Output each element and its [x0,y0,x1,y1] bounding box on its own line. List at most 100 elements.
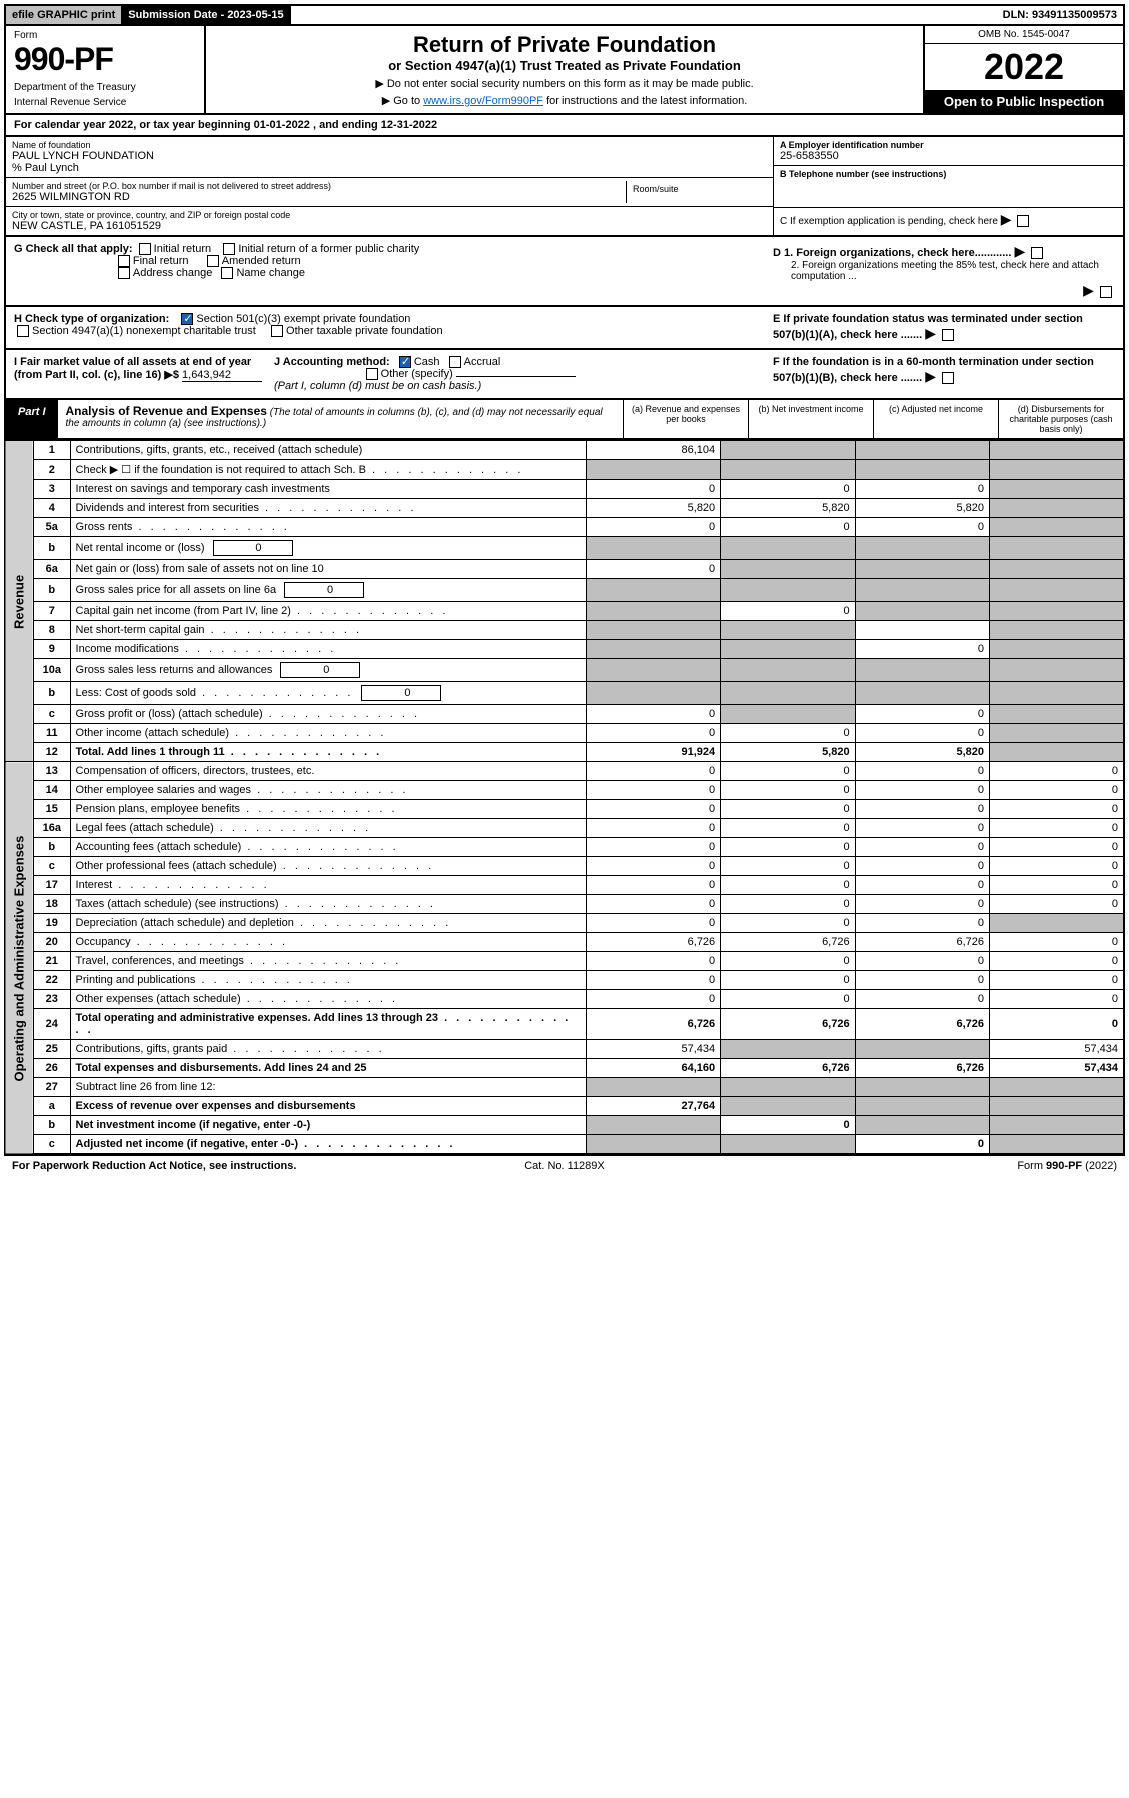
cell-c [855,602,989,621]
cell-a [586,602,720,621]
cell-a: 0 [586,781,720,800]
cell-a: 6,726 [586,933,720,952]
c-checkbox[interactable] [1017,215,1029,227]
part1-badge: Part I [6,400,58,438]
g-amended-chk[interactable] [207,255,219,267]
table-row: 19Depreciation (attach schedule) and dep… [5,914,1124,933]
table-row: 20Occupancy6,7266,7266,7260 [5,933,1124,952]
h-other-chk[interactable] [271,325,283,337]
street-address: 2625 WILMINGTON RD [12,191,626,203]
cell-c: 0 [855,876,989,895]
row-label: Capital gain net income (from Part IV, l… [70,602,586,621]
row-num: 12 [33,743,70,762]
name-label: Name of foundation [12,140,767,150]
h-501c3-chk[interactable] [181,313,193,325]
j-other-chk[interactable] [366,368,378,380]
row-label: Total operating and administrative expen… [70,1009,586,1040]
h-4947-chk[interactable] [17,325,29,337]
cell-a: 0 [586,952,720,971]
efile-label: efile GRAPHIC print [6,6,122,24]
cell-c: 0 [855,895,989,914]
cell-b [721,441,855,460]
cell-a: 0 [586,857,720,876]
table-row: 9Income modifications0 [5,640,1124,659]
entity-info: Name of foundation PAUL LYNCH FOUNDATION… [4,137,1125,237]
cell-b [721,1135,855,1155]
row-label: Other professional fees (attach schedule… [70,857,586,876]
cell-a: 86,104 [586,441,720,460]
row-num: 21 [33,952,70,971]
cell-c: 0 [855,990,989,1009]
table-row: bLess: Cost of goods sold0 [5,682,1124,705]
cell-d [990,1116,1124,1135]
cell-a: 0 [586,518,720,537]
j-accrual-chk[interactable] [449,356,461,368]
j-cash-chk[interactable] [399,356,411,368]
cell-b [721,460,855,480]
cell-b: 5,820 [721,743,855,762]
g-name-chk[interactable] [221,267,233,279]
g-initial-former-chk[interactable] [223,243,235,255]
cell-a: 27,764 [586,1097,720,1116]
cell-c [855,537,989,560]
cell-c [855,460,989,480]
i-fmv-value: 1,643,942 [182,369,262,382]
cell-b [721,640,855,659]
row-label: Gross profit or (loss) (attach schedule) [70,705,586,724]
row-num: 14 [33,781,70,800]
g-final-chk[interactable] [118,255,130,267]
cell-d [990,1135,1124,1155]
cell-d [990,621,1124,640]
cell-a [586,460,720,480]
ssn-note: ▶ Do not enter social security numbers o… [212,77,917,90]
row-label: Check ▶ ☐ if the foundation is not requi… [70,460,586,480]
table-row: bGross sales price for all assets on lin… [5,579,1124,602]
cell-c: 6,726 [855,1059,989,1078]
d1-chk[interactable] [1031,247,1043,259]
cell-a: 0 [586,838,720,857]
row-num: 17 [33,876,70,895]
e-chk[interactable] [942,329,954,341]
row-label: Contributions, gifts, grants, etc., rece… [70,441,586,460]
row-label: Net short-term capital gain [70,621,586,640]
ein-value: 25-6583550 [780,150,1117,162]
g-initial-chk[interactable] [139,243,151,255]
cell-c [855,441,989,460]
inline-value: 0 [280,662,360,678]
cell-d [990,537,1124,560]
cell-a: 0 [586,819,720,838]
cell-d [990,480,1124,499]
cell-b: 0 [721,724,855,743]
cell-d [990,560,1124,579]
row-label: Travel, conferences, and meetings [70,952,586,971]
addr-label: Number and street (or P.O. box number if… [12,181,626,191]
row-label: Adjusted net income (if negative, enter … [70,1135,586,1155]
table-row: 26Total expenses and disbursements. Add … [5,1059,1124,1078]
f-chk[interactable] [942,372,954,384]
row-num: c [33,857,70,876]
g-addr-chk[interactable] [118,267,130,279]
table-row: bAccounting fees (attach schedule)0000 [5,838,1124,857]
d2-chk[interactable] [1100,286,1112,298]
cell-c: 0 [855,1135,989,1155]
calendar-year: For calendar year 2022, or tax year begi… [4,115,1125,137]
cell-d: 0 [990,895,1124,914]
row-num: 4 [33,499,70,518]
cell-d: 0 [990,933,1124,952]
irs-link[interactable]: www.irs.gov/Form990PF [423,95,543,107]
row-label: Excess of revenue over expenses and disb… [70,1097,586,1116]
cell-d [990,724,1124,743]
cell-d [990,640,1124,659]
cell-c [855,1116,989,1135]
cell-b: 0 [721,781,855,800]
cell-a [586,621,720,640]
cell-b: 0 [721,518,855,537]
row-label: Total expenses and disbursements. Add li… [70,1059,586,1078]
cell-b: 0 [721,914,855,933]
row-num: 7 [33,602,70,621]
row-label: Other income (attach schedule) [70,724,586,743]
omb-number: OMB No. 1545-0047 [925,26,1123,44]
cell-d [990,460,1124,480]
form-header: Form 990-PF Department of the Treasury I… [4,26,1125,115]
cell-a: 0 [586,914,720,933]
